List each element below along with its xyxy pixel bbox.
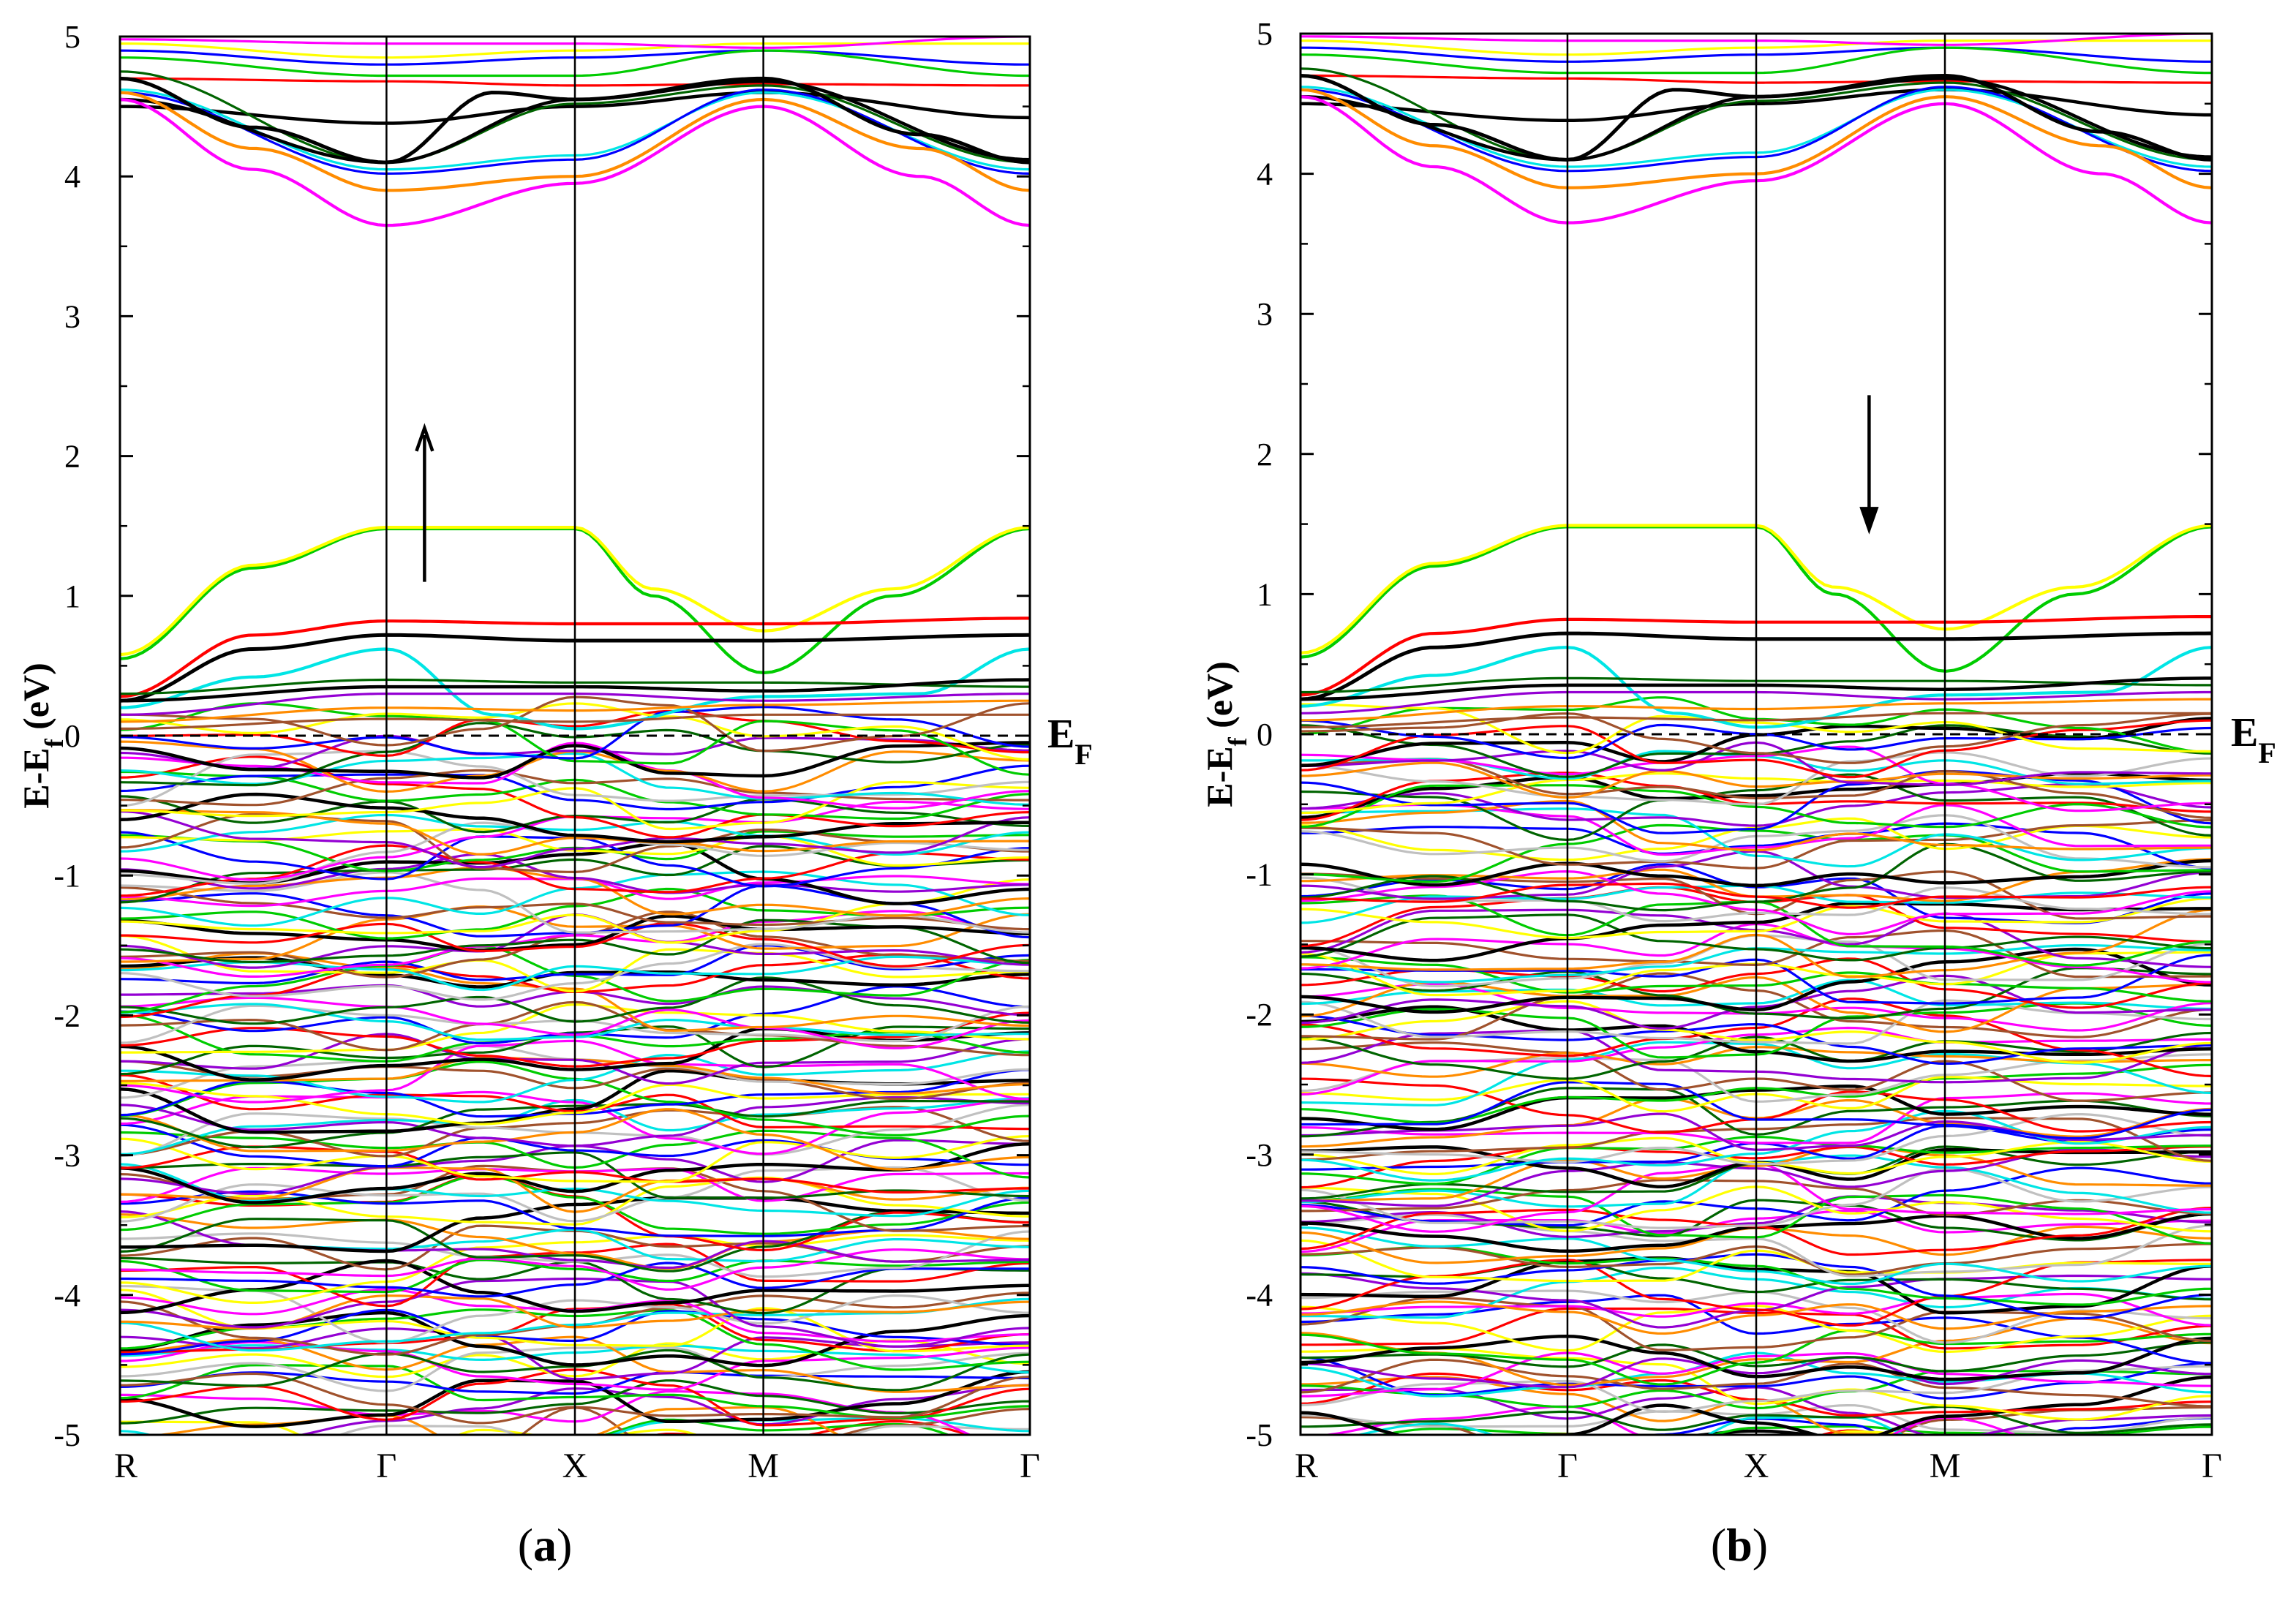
valence-band [336,1425,1030,1435]
kpoint-label: X [1744,1447,1769,1485]
y-tick-label: 0 [64,718,80,754]
kpoint-label: Γ [2202,1447,2222,1485]
y-tick-label: -5 [53,1417,80,1453]
fermi-level-label: EF [1047,712,1093,771]
band-panel-a: 5 4 3 2 1 0 -1 -2 -3 -4 -5 R Γ X M Γ E-Ef (eV) EF (a) [15,19,1093,1571]
y-tick-label: -2 [1246,997,1273,1033]
kpoint-label: Γ [377,1447,397,1485]
valence-band [151,1406,841,1435]
kpoint-label: R [114,1447,138,1485]
kpoint-label: R [1295,1447,1318,1485]
y-tick-label: 1 [1257,576,1273,612]
y-tick-label: -3 [1246,1137,1273,1173]
kpoint-label: Γ [1557,1447,1578,1485]
y-tick-label: 2 [64,439,80,475]
spin-down-arrow-icon [1859,395,1879,535]
y-tick-label: -4 [53,1278,80,1313]
y-axis-label: E-Ef (eV) [1199,661,1252,807]
y-tick-label: 0 [1257,717,1273,753]
y-tick-label: -2 [53,998,80,1033]
y-tick-label: 5 [64,19,80,55]
kpoint-label: Γ [1020,1447,1040,1485]
panel-caption: (a) [518,1519,573,1571]
y-axis-label: E-Ef (eV) [15,663,69,808]
y-tick-label: 5 [1257,16,1273,52]
y-tick-label: -4 [1246,1277,1273,1313]
y-tick-label: 1 [64,578,80,614]
y-tick-label: 3 [1257,296,1273,332]
y-tick-label: -1 [53,858,80,894]
kpoint-label: M [748,1447,779,1485]
y-tick-label: 2 [1257,437,1273,472]
kpoint-label: X [562,1447,588,1485]
y-tick-label: 4 [64,159,80,195]
y-tick-label: -1 [1246,857,1273,893]
fermi-level-label: EF [2231,710,2276,769]
valence-band [1316,1405,2019,1435]
valence-band [601,1418,952,1435]
y-tick-label: -5 [1246,1417,1273,1453]
panel-caption: (b) [1711,1519,1768,1571]
spin-up-arrow-icon [415,423,434,582]
y-tick-label: -3 [53,1138,80,1174]
band-panel-b: 5 4 3 2 1 0 -1 -2 -3 -4 -5 R Γ X M Γ E-Ef (eV) EF (b) [1199,16,2276,1571]
valence-band [651,1419,974,1435]
y-tick-label: 3 [64,298,80,334]
kpoint-label: M [1930,1447,1961,1485]
y-tick-label: 4 [1257,157,1273,192]
